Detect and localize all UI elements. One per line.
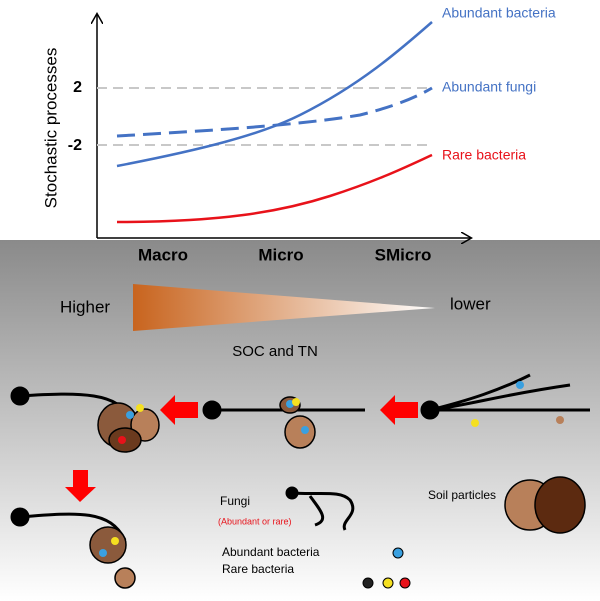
curve xyxy=(116,86,433,138)
series-label: Rare bacteria xyxy=(442,147,526,163)
gradient-caption: SOC and TN xyxy=(232,343,318,360)
chart-bg xyxy=(0,0,600,240)
arrow xyxy=(160,395,198,425)
y-tick: 2 xyxy=(73,79,82,96)
legend-abundant: Abundant bacteria xyxy=(222,545,320,559)
gradient-triangle xyxy=(133,284,435,331)
gradient-left: Higher xyxy=(60,297,110,316)
legend-rare: Rare bacteria xyxy=(222,562,294,576)
gradient-right: lower xyxy=(450,294,491,313)
series-label: Abundant fungi xyxy=(442,79,536,95)
x-label: SMicro xyxy=(375,245,432,264)
curve xyxy=(116,153,433,224)
x-label: Micro xyxy=(258,245,303,264)
microbes xyxy=(99,381,564,557)
arrow xyxy=(380,395,418,425)
series-label: Abundant bacteria xyxy=(442,5,556,21)
y-tick: -2 xyxy=(68,137,82,154)
legend-soil: Soil particles xyxy=(428,488,496,502)
arrow xyxy=(65,470,96,502)
y-label: Stochastic processes xyxy=(41,48,60,209)
legend-fungi: Fungi xyxy=(220,494,250,508)
x-label: Macro xyxy=(138,245,188,264)
aggregates xyxy=(89,396,586,589)
legend-icons xyxy=(362,547,411,589)
legend-fungi-note: (Abundant or rare) xyxy=(218,516,292,526)
curve xyxy=(116,21,433,168)
